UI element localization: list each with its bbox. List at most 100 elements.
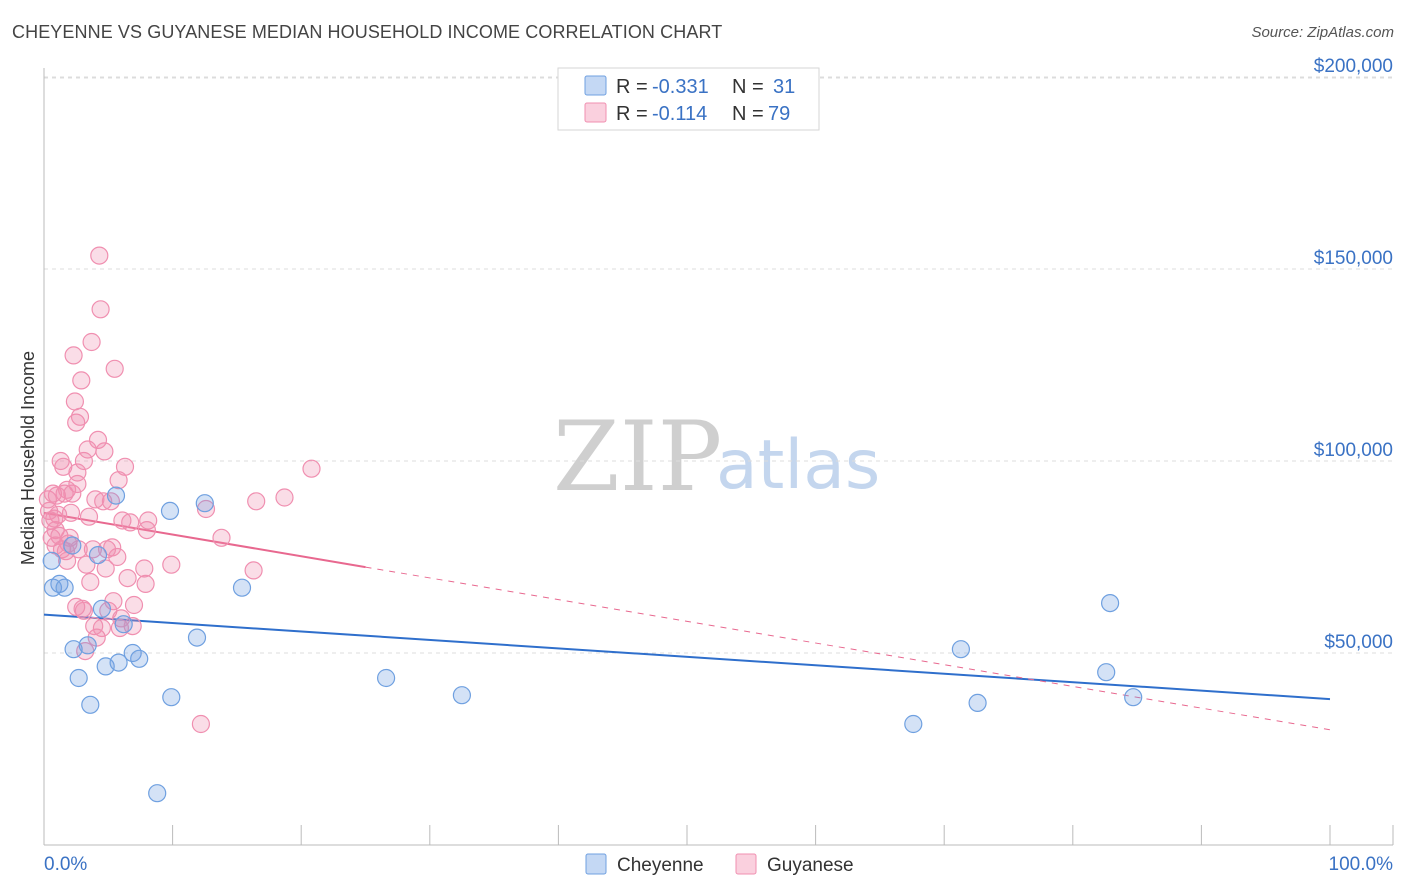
point-guyanese [135,559,154,578]
point-guyanese [162,555,181,574]
point-guyanese [247,492,266,511]
point-guyanese [65,392,85,411]
point-cheyenne [63,536,82,555]
point-guyanese [121,513,140,532]
legend-swatch-cheyenne [584,75,607,96]
watermark-atlas: atlas [716,426,880,505]
legend-r-value-1: -0.331 [652,76,709,98]
point-guyanese [139,511,158,530]
point-guyanese [68,463,87,482]
point-cheyenne [92,599,112,618]
point-cheyenne [64,640,83,659]
bottom-legend: Cheyenne Guyanese [585,853,854,876]
trend-lines [43,511,1331,731]
legend-r-label-1: R = [616,76,648,98]
point-cheyenne [187,628,207,647]
point-guyanese [82,332,101,352]
watermark-zip: ZIP [553,401,722,513]
y-tick-label: $200,000 [1314,56,1393,77]
bottom-legend-swatch-guyanese [735,853,757,875]
legend-box: R = -0.331 N = 31 R = -0.114 N = 79 [557,67,820,131]
series-cheyenne-points [42,486,1143,803]
legend-swatch-guyanese [584,102,607,123]
point-cheyenne [42,551,61,570]
point-cheyenne [148,784,167,803]
point-cheyenne [968,693,987,713]
point-cheyenne [81,695,100,714]
point-cheyenne [1124,688,1143,707]
point-cheyenne [232,578,252,597]
point-guyanese [244,561,263,580]
point-guyanese [70,407,90,426]
bottom-legend-swatch-cheyenne [585,853,607,875]
point-guyanese [212,528,231,547]
point-guyanese [96,559,115,578]
source-credit: Source: ZipAtlas.com [1251,24,1394,41]
axes [43,68,1394,846]
point-guyanese [103,538,122,557]
series-guyanese-points [38,246,321,734]
x-tick-label-min: 0.0% [44,854,87,875]
point-guyanese [137,520,156,540]
point-guyanese [191,714,210,734]
y-axis-label: Median Household Income [18,351,38,565]
point-guyanese [64,346,83,365]
point-guyanese [83,540,103,559]
trend-line-extension-guyanese [365,566,1331,731]
point-guyanese [92,618,112,638]
point-guyanese [95,442,114,461]
point-guyanese [91,300,110,319]
point-guyanese [118,568,137,588]
y-tick-label: $100,000 [1314,440,1393,461]
point-cheyenne [78,636,97,655]
point-guyanese [275,488,294,507]
legend-n-value-2: 79 [768,103,790,125]
point-cheyenne [69,668,88,688]
point-guyanese [79,507,99,526]
trend-line-cheyenne [43,613,1331,701]
point-cheyenne [951,640,971,659]
point-cheyenne [130,649,149,668]
point-guyanese [46,520,65,540]
point-guyanese [74,451,94,471]
legend-n-label-1: N = [732,76,764,98]
y-tick-label: $50,000 [1324,632,1393,653]
point-cheyenne [904,714,923,734]
legend-r-label-2: R = [616,103,648,125]
point-guyanese [47,486,67,505]
point-guyanese [61,503,81,522]
chart-title: CHEYENNE VS GUYANESE MEDIAN HOUSEHOLD IN… [12,22,723,42]
point-guyanese [196,499,216,519]
point-guyanese [302,459,321,478]
point-guyanese [88,430,108,449]
point-guyanese [57,480,77,499]
point-cheyenne [106,486,126,505]
point-cheyenne [114,615,133,634]
point-guyanese [136,574,155,594]
point-guyanese [81,572,100,592]
bottom-legend-label-cheyenne: Cheyenne [617,855,704,876]
point-guyanese [115,457,135,476]
legend-n-value-1: 31 [773,76,795,98]
point-cheyenne [55,578,74,597]
x-tick-label-max: 100.0% [1329,854,1394,875]
point-cheyenne [88,545,108,565]
y-tick-label: $150,000 [1314,248,1393,269]
point-guyanese [101,492,121,511]
point-cheyenne [109,653,128,672]
point-guyanese [74,601,94,620]
point-cheyenne [195,494,214,513]
point-cheyenne [162,688,181,707]
point-cheyenne [160,501,180,520]
point-guyanese [108,547,127,567]
point-cheyenne [1097,663,1116,682]
trend-line-guyanese [43,511,366,569]
bottom-legend-label-guyanese: Guyanese [767,855,854,876]
point-cheyenne [452,686,471,705]
point-guyanese [124,595,144,615]
y-tick-labels: $50,000 $100,000 $150,000 $200,000 [1314,56,1393,653]
point-guyanese [72,371,91,390]
point-guyanese [90,246,109,265]
legend-r-value-2: -0.114 [652,103,707,125]
